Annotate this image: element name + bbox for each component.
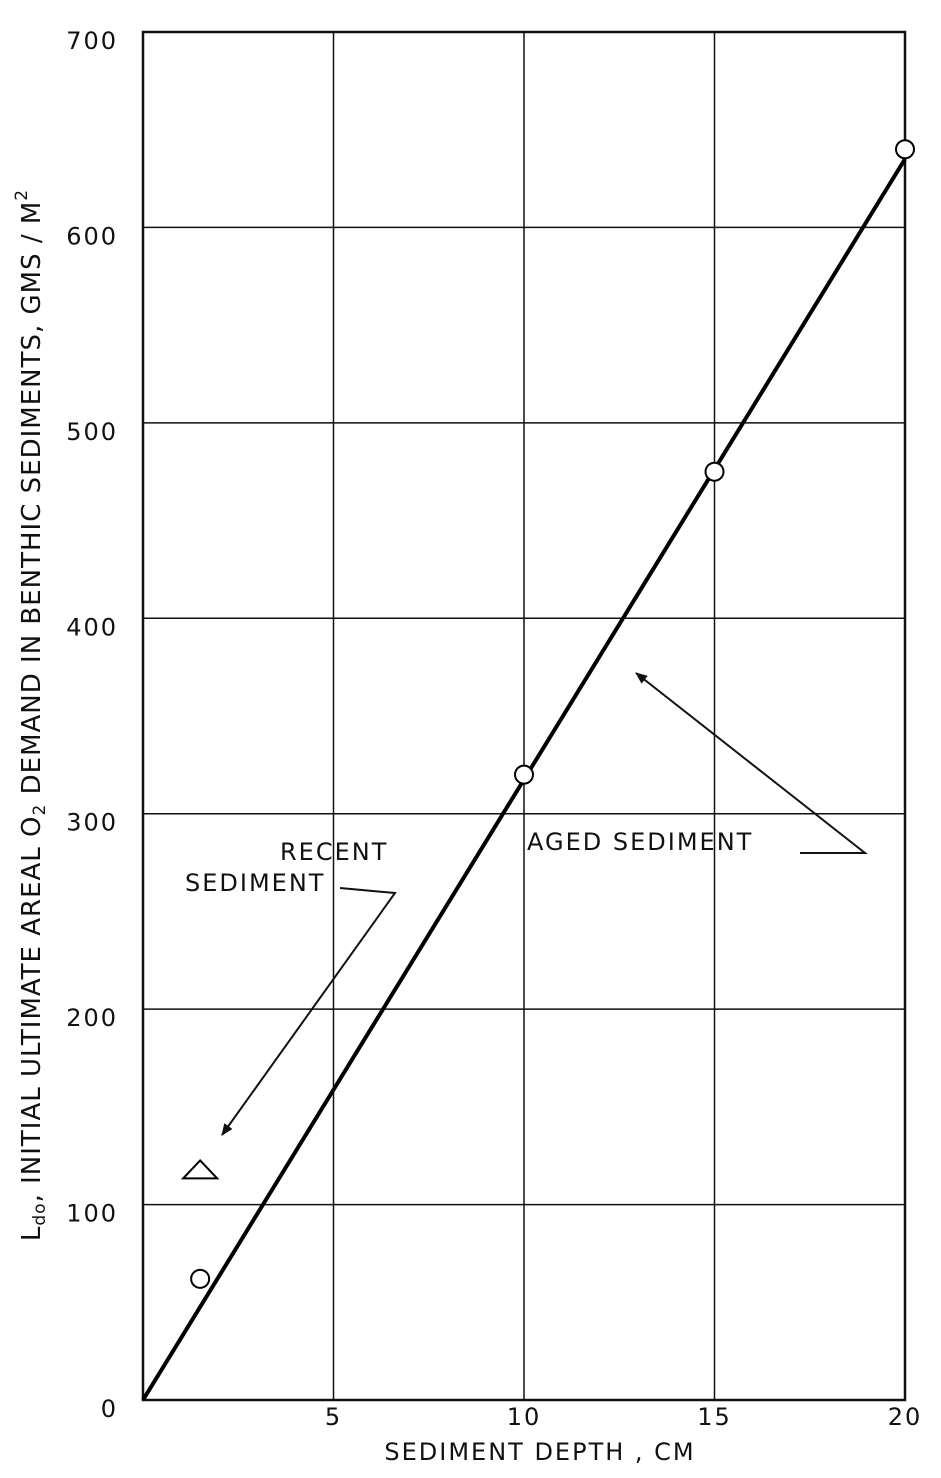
annotation-arrow xyxy=(221,887,397,1136)
y-tick-label: 600 xyxy=(66,222,118,250)
y-label-part: do xyxy=(30,1202,50,1225)
y-label-part: 2 xyxy=(12,189,32,201)
y-tick-label: 500 xyxy=(66,418,118,446)
point xyxy=(704,461,725,482)
y-tick-label: 300 xyxy=(66,809,118,837)
y-tick-label: 100 xyxy=(66,1200,118,1228)
point xyxy=(190,1268,211,1289)
y-tick-label: 0 xyxy=(101,1395,118,1423)
y-label-part: L xyxy=(17,1226,47,1242)
annotation: AGED SEDIMENT xyxy=(527,828,753,856)
point xyxy=(514,764,534,785)
point xyxy=(180,1158,220,1180)
y-tick-label: 400 xyxy=(66,613,118,641)
annotation-arrow xyxy=(635,672,868,854)
y-label-part: 2 xyxy=(30,804,50,816)
annotation: SEDIMENT xyxy=(185,869,325,897)
x-axis-label: SEDIMENT DEPTH , CM xyxy=(384,1438,695,1466)
x-tick-label: 10 xyxy=(507,1403,542,1431)
y-tick-label: 700 xyxy=(66,27,118,55)
x-tick-label: 15 xyxy=(697,1403,732,1431)
y-axis-label: Ldo, INITIAL ULTIMATE AREAL O2 DEMAND IN… xyxy=(12,189,50,1241)
x-tick-label: 5 xyxy=(325,1403,342,1431)
x-tick-label: 20 xyxy=(888,1403,923,1431)
y-label-part: DEMAND IN BENTHIC SEDIMENTS, GMS / M xyxy=(17,201,47,804)
y-label-part: , INITIAL ULTIMATE AREAL O xyxy=(17,815,47,1202)
y-tick-label: 200 xyxy=(66,1004,118,1032)
point xyxy=(895,139,915,160)
